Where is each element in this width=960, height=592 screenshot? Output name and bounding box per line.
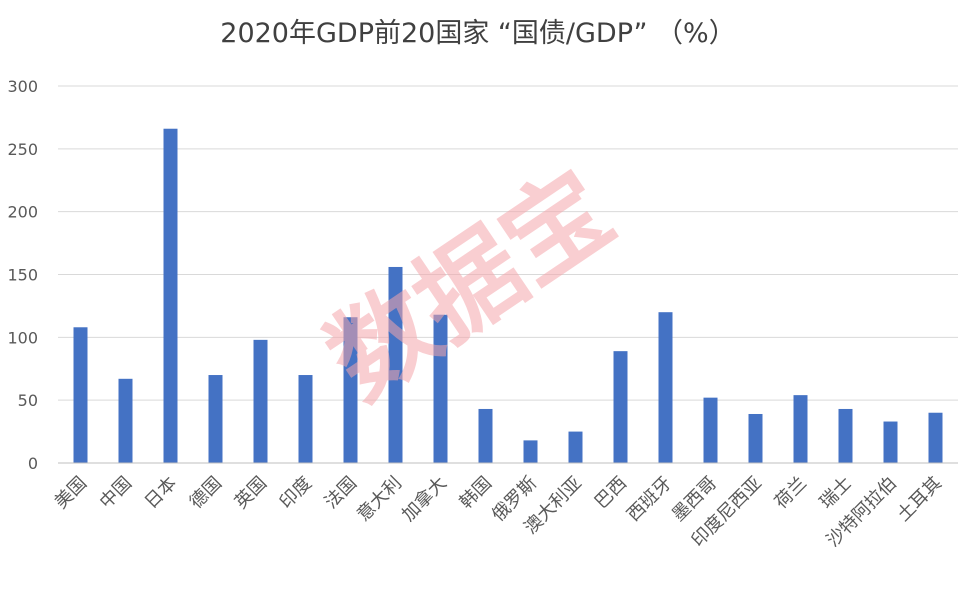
gridlines [58, 85, 958, 401]
bar-瑞士 [838, 408, 853, 463]
y-tick-label: 300 [7, 77, 38, 96]
bar-沙特阿拉伯 [883, 421, 898, 463]
bar-中国 [118, 378, 133, 463]
bar-荷兰 [793, 395, 808, 463]
bar-巴西 [613, 351, 628, 463]
bar-加拿大 [433, 314, 448, 463]
chart-title: 2020年GDP前20国家 “国债/GDP” （%） [220, 18, 735, 49]
bar-土耳其 [928, 412, 943, 463]
bar-美国 [73, 327, 88, 463]
bar-印度 [298, 375, 313, 463]
bar-德国 [208, 375, 223, 463]
y-tick-label: 50 [18, 391, 38, 410]
bar-法国 [343, 317, 358, 463]
bar-英国 [253, 339, 268, 463]
y-tick-label: 150 [7, 266, 38, 285]
bar-俄罗斯 [523, 440, 538, 463]
y-tick-label: 0 [28, 454, 38, 473]
y-tick-label: 200 [7, 203, 38, 222]
y-tick-label: 250 [7, 140, 38, 159]
bar-墨西哥 [703, 397, 718, 463]
bar-意大利 [388, 266, 403, 463]
y-axis-tick-labels: 0 50 100 150 200 250 300 [7, 77, 38, 473]
bar-韩国 [478, 408, 493, 463]
y-tick-label: 100 [7, 328, 38, 347]
bar-日本 [163, 128, 178, 463]
bar-印度尼西亚 [748, 413, 763, 463]
bar-澳大利亚 [568, 431, 583, 463]
bar-西班牙 [658, 312, 673, 463]
bars [73, 128, 943, 463]
